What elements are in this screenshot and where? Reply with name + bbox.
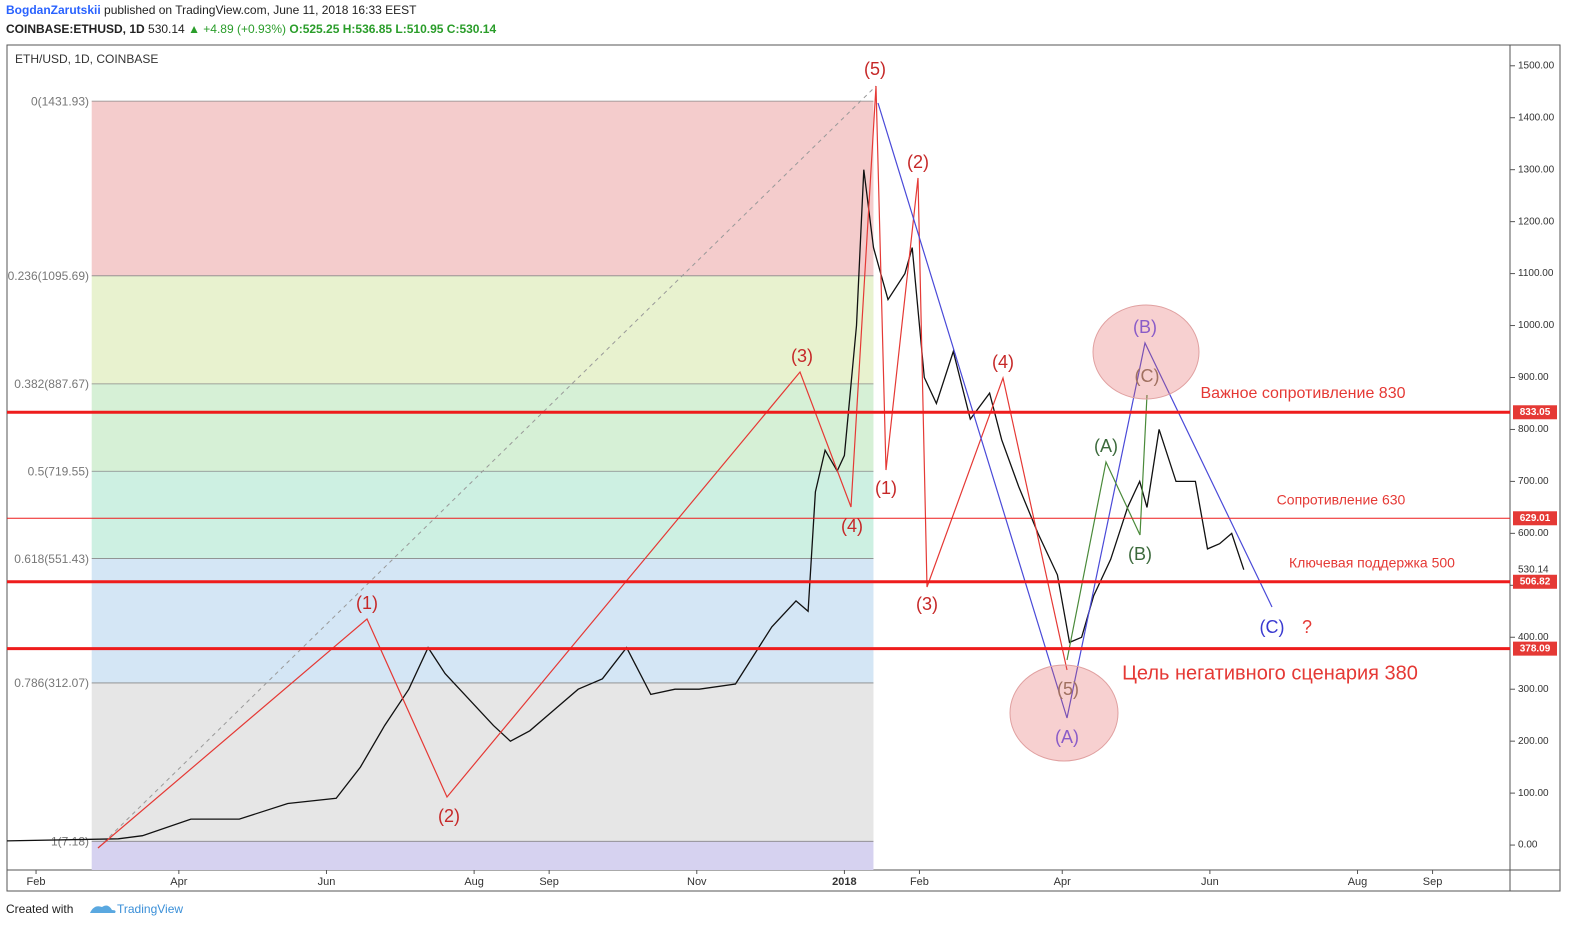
annotation: (1) (356, 593, 378, 613)
level-label: 378.09 (1520, 643, 1551, 654)
x-tick-label: Feb (910, 876, 929, 888)
annotation: (5) (864, 59, 886, 79)
annotation: Сопротивление 630 (1277, 492, 1406, 508)
y-tick-label: 200.00 (1518, 736, 1549, 747)
annotation: (3) (916, 594, 938, 614)
fib-band (91, 471, 874, 559)
annotation: (4) (841, 516, 863, 536)
y-tick-label: 400.00 (1518, 632, 1549, 643)
fib-band (91, 383, 874, 472)
symbol: COINBASE:ETHUSD, 1D (6, 22, 145, 36)
annotation: (A) (1055, 727, 1079, 747)
level-label: 833.05 (1520, 407, 1551, 418)
fib-label: 0.618(551.43) (14, 552, 89, 566)
annotation: (C) (1135, 366, 1160, 386)
symbol-line: COINBASE:ETHUSD, 1D 530.14 ▲ +4.89 (+0.9… (6, 22, 496, 36)
wave-green (1066, 394, 1148, 661)
published: published on TradingView.com, June 11, 2… (104, 3, 417, 17)
annotation: (C) (1260, 617, 1285, 637)
annotation: (3) (791, 346, 813, 366)
annotation: (1) (875, 478, 897, 498)
x-tick-label: Feb (27, 876, 46, 888)
header: BogdanZarutskii published on TradingView… (6, 3, 417, 17)
x-tick-label: Sep (539, 876, 559, 888)
overlay: 0.00100.00200.00300.00400.00500.00600.00… (27, 59, 1557, 888)
fib-label: 0.5(719.55) (28, 464, 89, 478)
y-tick-label: 1100.00 (1518, 268, 1554, 279)
fib-band (91, 841, 874, 870)
y-tick-label: 1500.00 (1518, 60, 1555, 71)
y-tick-label: 100.00 (1518, 788, 1549, 799)
x-tick-label: Apr (1054, 876, 1071, 888)
fib-label: 0.236(1095.69) (8, 269, 89, 283)
frame (6, 44, 1561, 892)
level-label: 506.82 (1520, 576, 1551, 587)
change: ▲ +4.89 (+0.93%) (188, 22, 286, 36)
annotation: Цель негативного сценария 380 (1122, 662, 1418, 684)
last-price: 530.14 (1518, 564, 1549, 575)
fib-label: 0.786(312.07) (14, 676, 89, 690)
x-tick-label: Jun (318, 876, 336, 888)
y-tick-label: 1200.00 (1518, 216, 1555, 227)
annotation: (2) (438, 806, 460, 826)
y-tick-label: 600.00 (1518, 528, 1549, 539)
annotation: (A) (1094, 436, 1118, 456)
level-label: 629.01 (1520, 513, 1551, 524)
y-tick-label: 900.00 (1518, 372, 1549, 383)
y-tick-label: 1400.00 (1518, 112, 1555, 123)
y-tick-label: 800.00 (1518, 424, 1549, 435)
x-tick-label: Apr (170, 876, 187, 888)
level-box (1513, 511, 1557, 526)
annotation: ? (1302, 617, 1312, 637)
ohlc: O:525.25 H:536.85 L:510.95 C:530.14 (289, 22, 496, 36)
author[interactable]: BogdanZarutskii (6, 3, 101, 17)
chart-title: ETH/USD, 1D, COINBASE (15, 52, 158, 66)
fib-band (91, 682, 874, 842)
x-tick-label: Jun (1201, 876, 1219, 888)
footer-text: Created with (6, 902, 73, 916)
wave-red (97, 85, 1068, 849)
fib-band (91, 275, 874, 384)
annotation: Важное сопротивление 830 (1201, 385, 1406, 402)
trend-dashed (97, 85, 877, 849)
fib-label: 0(1431.93) (31, 94, 89, 108)
x-tick-label: Aug (1348, 876, 1368, 888)
level-box (1513, 574, 1557, 589)
y-tick-label: 1000.00 (1518, 320, 1555, 331)
x-tick-label: 2018 (832, 876, 856, 888)
fib-label: 0.382(887.67) (14, 377, 89, 391)
fib-band (91, 558, 874, 683)
x-tick-label: Aug (464, 876, 484, 888)
y-tick-label: 0.00 (1518, 840, 1538, 851)
footer-brand[interactable]: TradingView (117, 902, 183, 916)
y-tick-label: 1300.00 (1518, 164, 1555, 175)
y-tick-label: 700.00 (1518, 476, 1549, 487)
annotation: Ключевая поддержка 500 (1289, 555, 1455, 571)
price-line (7, 169, 1245, 842)
level-box (1513, 405, 1557, 420)
last: 530.14 (148, 22, 185, 36)
y-tick-label: 300.00 (1518, 684, 1549, 695)
annotation: (2) (907, 152, 929, 172)
x-tick-label: Nov (687, 876, 707, 888)
logo (90, 905, 116, 913)
zone (1009, 664, 1119, 762)
annotation: (B) (1133, 317, 1157, 337)
level-box (1513, 641, 1557, 656)
fib-band (91, 101, 874, 276)
x-tick-label: Sep (1423, 876, 1443, 888)
fib-label: 1(7.18) (51, 835, 89, 849)
annotation: (5) (1057, 679, 1079, 699)
plot: 0(1431.93) 0.236(1095.69) 0.382(887.67) 0.5… (7, 85, 1510, 870)
annotation: (4) (992, 352, 1014, 372)
annotation: (B) (1128, 544, 1152, 564)
zone (1092, 304, 1200, 400)
wave-blue (877, 102, 1273, 719)
